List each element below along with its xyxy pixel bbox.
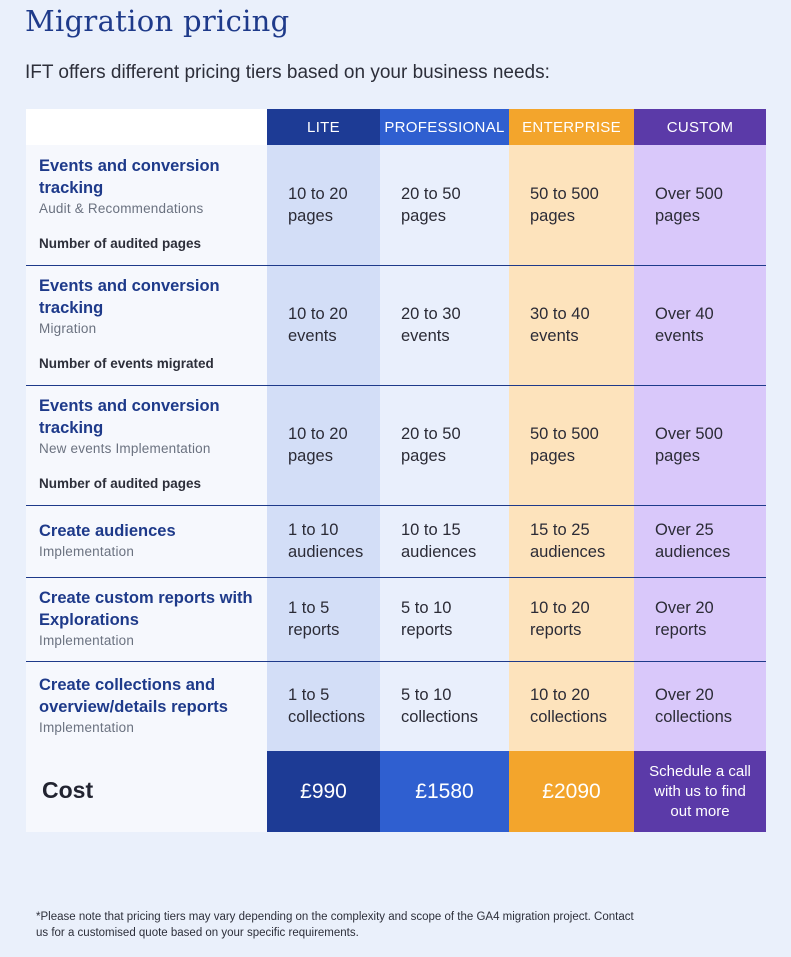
tier-header-row: LITE PROFESSIONAL ENTERPRISE CUSTOM (26, 109, 766, 145)
table-row: Create custom reports with Explorations … (26, 577, 766, 662)
enterprise-value: 30 to 40 events (509, 265, 634, 386)
feature-subtitle: Implementation (39, 719, 135, 735)
professional-value: 5 to 10 collections (380, 661, 509, 751)
cost-label-cell: Cost (26, 751, 267, 832)
footnote: *Please note that pricing tiers may vary… (36, 911, 634, 939)
feature-cell: Events and conversion tracking New event… (26, 385, 267, 506)
tier-header-enterprise: ENTERPRISE (509, 109, 634, 145)
professional-value: 20 to 50 pages (380, 385, 509, 506)
lite-value: 1 to 5 collections (267, 661, 380, 751)
price-lite: £990 (267, 751, 380, 832)
schedule-call-button[interactable]: Schedule a call with us to find out more (634, 751, 766, 832)
enterprise-value: 10 to 20 reports (509, 577, 634, 662)
lite-value: 10 to 20 pages (267, 145, 380, 266)
lite-value: 10 to 20 pages (267, 385, 380, 506)
enterprise-value: 50 to 500 pages (509, 145, 634, 266)
feature-subtitle: New events Implementation (39, 441, 211, 456)
feature-title: Create custom reports with Explorations (39, 588, 253, 629)
feature-cell: Events and conversion tracking Migration… (26, 265, 267, 386)
enterprise-value: 10 to 20 collections (509, 661, 634, 751)
page-subtitle: IFT offers different pricing tiers based… (25, 62, 550, 83)
professional-value: 20 to 30 events (380, 265, 509, 386)
table-row: Create collections and overview/details … (26, 661, 766, 751)
custom-value: Over 25 audiences (634, 505, 766, 578)
feature-title: Events and conversion tracking (39, 156, 220, 197)
feature-subtitle: Implementation (39, 543, 135, 559)
price-professional: £1580 (380, 751, 509, 832)
custom-value: Over 40 events (634, 265, 766, 386)
feature-title: Create audiences (39, 521, 176, 540)
professional-value: 5 to 10 reports (380, 577, 509, 662)
professional-value: 10 to 15 audiences (380, 505, 509, 578)
feature-title: Create collections and overview/details … (39, 675, 228, 716)
custom-value: Over 20 collections (634, 661, 766, 751)
lite-value: 1 to 5 reports (267, 577, 380, 662)
feature-metric: Number of events migrated (39, 356, 214, 371)
cost-label: Cost (42, 777, 94, 803)
price-enterprise: £2090 (509, 751, 634, 832)
pricing-table: LITE PROFESSIONAL ENTERPRISE CUSTOM Even… (26, 109, 766, 832)
enterprise-value: 15 to 25 audiences (509, 505, 634, 578)
feature-subtitle: Implementation (39, 632, 135, 648)
tier-header-custom: CUSTOM (634, 109, 766, 145)
custom-value: Over 20 reports (634, 577, 766, 662)
header-blank-cell (26, 109, 267, 145)
tier-header-professional: PROFESSIONAL (380, 109, 509, 145)
page-title: Migration pricing (25, 4, 290, 38)
table-row: Events and conversion tracking New event… (26, 385, 766, 506)
feature-cell: Create audiences Implementation (26, 505, 267, 578)
feature-metric: Number of audited pages (39, 476, 202, 491)
feature-metric: Number of audited pages (39, 235, 202, 251)
feature-cell: Create custom reports with Explorations … (26, 577, 267, 662)
table-row: Create audiences Implementation 1 to 10 … (26, 505, 766, 578)
tier-header-lite: LITE (267, 109, 380, 145)
feature-title: Events and conversion tracking (39, 397, 220, 437)
feature-subtitle: Migration (39, 321, 97, 336)
lite-value: 10 to 20 events (267, 265, 380, 386)
lite-value: 1 to 10 audiences (267, 505, 380, 578)
feature-subtitle: Audit & Recommendations (39, 200, 204, 216)
feature-title: Events and conversion tracking (39, 277, 220, 317)
table-row: Events and conversion tracking Audit & R… (26, 145, 766, 266)
custom-value: Over 500 pages (634, 385, 766, 506)
feature-cell: Events and conversion tracking Audit & R… (26, 145, 267, 266)
enterprise-value: 50 to 500 pages (509, 385, 634, 506)
custom-value: Over 500 pages (634, 145, 766, 266)
feature-cell: Create collections and overview/details … (26, 661, 267, 751)
table-row: Events and conversion tracking Migration… (26, 265, 766, 386)
cost-row: Cost £990 £1580 £2090 Schedule a call wi… (26, 751, 766, 832)
professional-value: 20 to 50 pages (380, 145, 509, 266)
